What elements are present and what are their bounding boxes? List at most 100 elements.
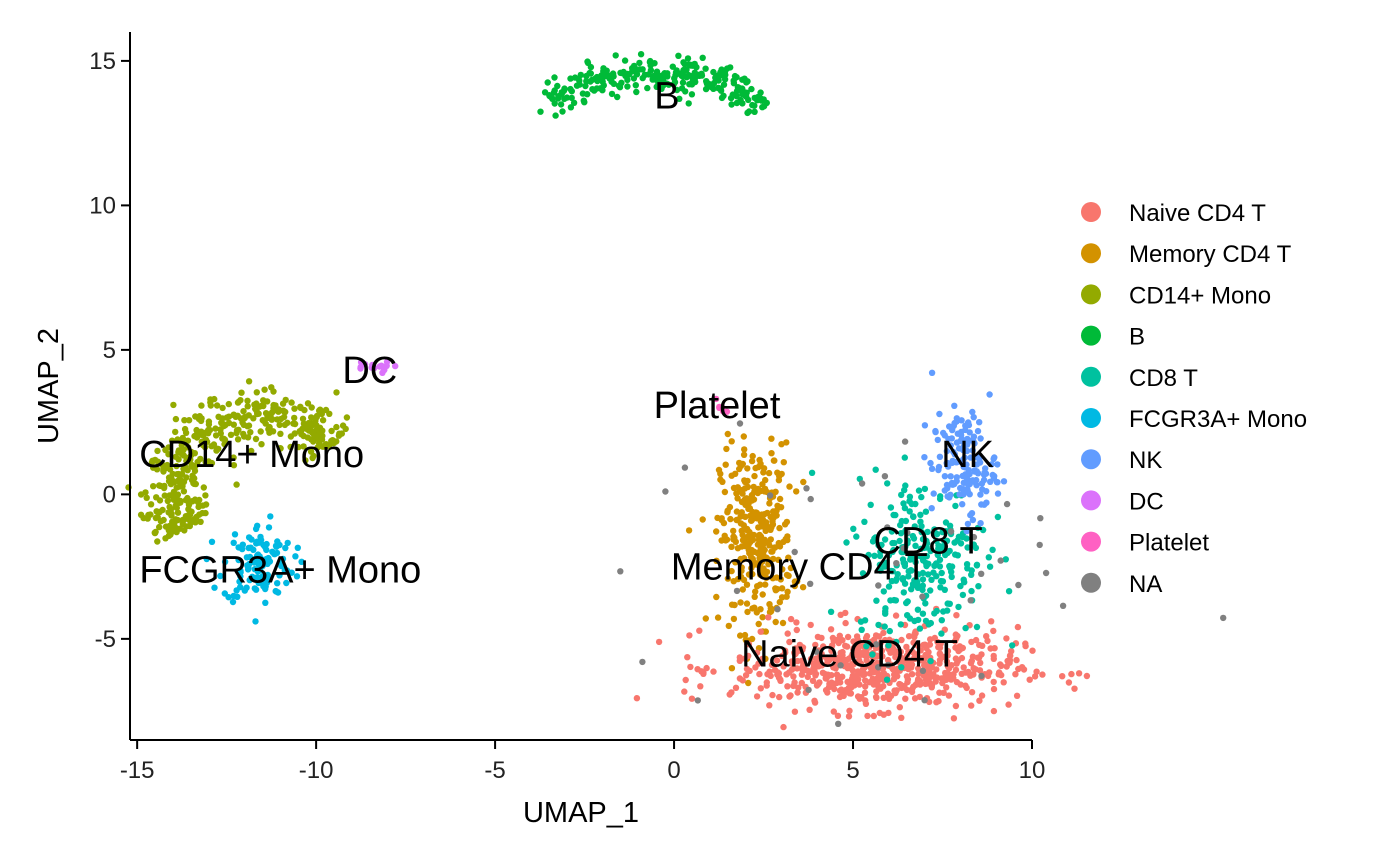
scatter-point xyxy=(756,670,763,678)
scatter-point xyxy=(807,621,814,629)
scatter-point xyxy=(972,636,980,644)
scatter-point xyxy=(969,447,976,454)
scatter-point xyxy=(946,562,953,570)
scatter-point xyxy=(901,454,908,461)
scatter-point xyxy=(1000,478,1008,485)
scatter-point xyxy=(698,70,705,78)
scatter-point xyxy=(970,433,978,440)
scatter-point xyxy=(746,528,753,536)
scatter-point xyxy=(785,669,793,676)
scatter-point xyxy=(846,707,853,714)
scatter-point xyxy=(160,516,167,524)
scatter-point xyxy=(890,511,897,519)
scatter-point xyxy=(254,551,262,558)
scatter-point xyxy=(587,78,594,85)
scatter-point xyxy=(154,447,161,455)
scatter-point xyxy=(688,695,696,702)
scatter-point xyxy=(681,688,688,695)
scatter-point xyxy=(236,578,243,585)
scatter-point xyxy=(245,378,253,385)
scatter-point xyxy=(833,679,840,687)
scatter-point xyxy=(383,362,390,369)
scatter-point xyxy=(953,612,960,619)
scatter-point xyxy=(151,456,159,464)
scatter-point xyxy=(739,537,747,544)
scatter-point xyxy=(680,59,687,66)
scatter-point xyxy=(237,573,244,580)
scatter-point xyxy=(959,644,966,652)
scatter-point xyxy=(718,94,726,102)
scatter-point xyxy=(571,74,579,81)
scatter-point xyxy=(957,431,965,439)
scatter-point xyxy=(1075,670,1083,677)
scatter-point xyxy=(233,481,240,488)
scatter-point xyxy=(901,438,909,445)
scatter-point xyxy=(915,616,922,624)
scatter-point xyxy=(975,583,982,590)
scatter-point xyxy=(793,626,800,634)
scatter-point xyxy=(201,444,209,451)
scatter-point xyxy=(767,536,774,543)
scatter-point xyxy=(885,661,892,669)
scatter-point xyxy=(757,685,764,692)
scatter-point xyxy=(757,545,764,553)
scatter-point xyxy=(778,585,786,592)
scatter-point xyxy=(164,497,171,505)
scatter-point xyxy=(948,568,955,576)
scatter-point xyxy=(888,528,896,535)
scatter-point xyxy=(184,457,191,465)
scatter-point xyxy=(160,465,167,472)
scatter-point xyxy=(807,495,814,503)
scatter-point xyxy=(636,66,644,73)
legend-label: CD14+ Mono xyxy=(1129,282,1271,309)
scatter-point xyxy=(1003,663,1010,670)
scatter-point xyxy=(203,555,210,563)
scatter-point xyxy=(779,566,786,573)
scatter-point xyxy=(702,85,710,93)
scatter-point xyxy=(537,108,544,115)
scatter-point xyxy=(230,539,237,546)
scatter-point xyxy=(812,670,820,678)
scatter-point xyxy=(610,80,618,88)
scatter-point xyxy=(739,531,746,539)
scatter-point xyxy=(637,51,645,58)
scatter-point xyxy=(733,99,741,107)
scatter-point xyxy=(968,689,976,696)
scatter-point xyxy=(621,57,629,64)
scatter-point xyxy=(898,517,905,525)
scatter-point xyxy=(737,599,744,606)
scatter-point xyxy=(768,450,775,457)
scatter-point xyxy=(175,448,182,456)
scatter-point xyxy=(680,66,687,74)
scatter-point xyxy=(787,692,794,699)
scatter-point xyxy=(179,439,187,446)
scatter-point xyxy=(903,673,911,680)
scatter-point xyxy=(877,639,885,646)
scatter-point xyxy=(237,415,245,422)
scatter-point xyxy=(977,520,984,527)
scatter-point xyxy=(293,573,301,580)
scatter-point xyxy=(1059,602,1067,609)
scatter-point xyxy=(234,593,241,600)
scatter-point xyxy=(835,720,842,727)
scatter-point xyxy=(739,677,746,684)
legend: Naive CD4 T Memory CD4 T CD14+ Mono B CD8 T F… xyxy=(1081,200,1307,598)
scatter-point xyxy=(630,62,638,70)
scatter-point xyxy=(568,94,575,102)
scatter-point xyxy=(865,551,872,559)
scatter-point xyxy=(988,618,995,625)
scatter-point xyxy=(156,497,164,504)
scatter-point xyxy=(284,419,291,426)
scatter-point xyxy=(955,603,962,611)
scatter-point xyxy=(856,695,863,702)
scatter-point xyxy=(259,579,266,586)
scatter-point xyxy=(760,469,767,476)
scatter-point xyxy=(717,476,724,483)
scatter-point xyxy=(793,488,800,495)
scatter-point xyxy=(734,495,741,502)
scatter-point xyxy=(1071,685,1078,692)
scatter-point xyxy=(923,553,930,560)
scatter-point xyxy=(880,629,887,637)
scatter-point xyxy=(730,527,737,535)
legend-key xyxy=(1081,243,1101,264)
